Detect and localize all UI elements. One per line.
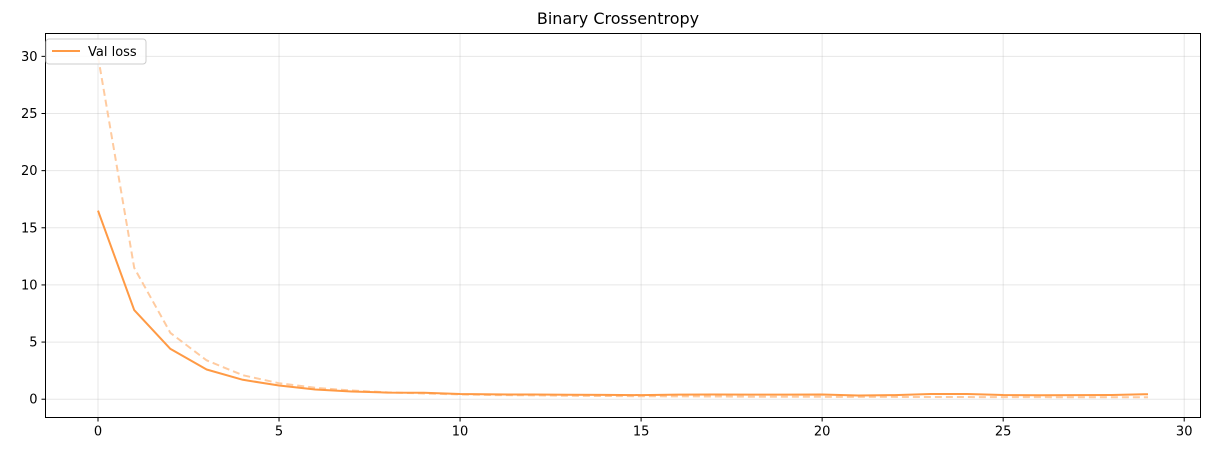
legend-label-val-loss: Val loss — [88, 45, 137, 60]
chart-title: Binary Crossentropy — [537, 9, 699, 28]
x-tick-label: 10 — [452, 425, 469, 440]
plot-frame — [45, 33, 1201, 418]
y-tick-label: 20 — [21, 164, 38, 179]
series-line-dashed — [97, 56, 1148, 399]
legend: Val loss — [45, 38, 147, 65]
ticks: 0 5 10 15 20 25 30 0 5 10 15 20 25 30 — [21, 50, 1193, 440]
x-tick-label: 5 — [275, 425, 283, 440]
grid — [45, 33, 1201, 418]
y-tick-label: 0 — [29, 393, 37, 408]
y-tick-label: 15 — [21, 221, 38, 236]
series-line-val-loss — [97, 210, 1149, 397]
x-tick-label: 15 — [633, 425, 650, 440]
y-tick-label: 5 — [29, 336, 37, 351]
x-tick-label: 20 — [814, 425, 831, 440]
x-tick-label: 25 — [995, 425, 1012, 440]
series-layer — [97, 56, 1149, 399]
y-tick-label: 30 — [21, 50, 38, 65]
y-tick-label: 25 — [21, 107, 38, 122]
y-tick-label: 10 — [21, 278, 38, 293]
x-tick-label: 30 — [1176, 425, 1193, 440]
legend-box — [45, 38, 147, 65]
x-tick-label: 0 — [94, 425, 102, 440]
